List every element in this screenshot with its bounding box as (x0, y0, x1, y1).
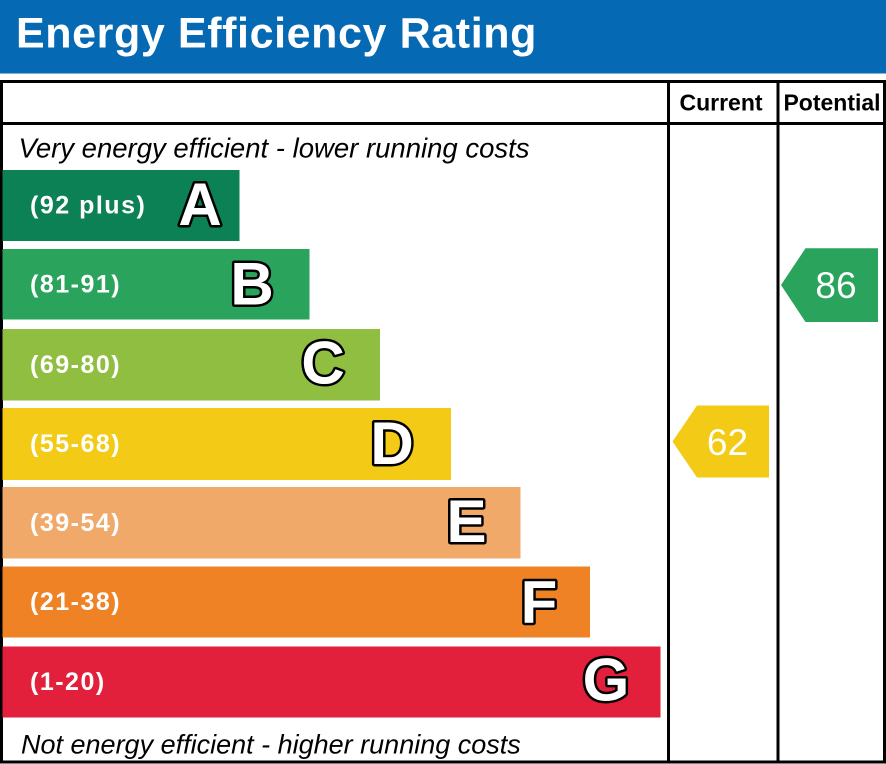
svg-text:62: 62 (707, 422, 748, 463)
svg-text:Potential: Potential (783, 90, 880, 116)
svg-text:D: D (370, 410, 413, 477)
svg-text:F: F (521, 569, 558, 636)
svg-text:(92 plus): (92 plus) (30, 192, 146, 220)
svg-text:Not energy efficient - higher: Not energy efficient - higher running co… (21, 730, 521, 760)
svg-text:(81-91): (81-91) (30, 271, 121, 299)
svg-text:C: C (301, 330, 344, 397)
svg-text:E: E (446, 488, 486, 555)
svg-text:Very energy efficient - lower: Very energy efficient - lower running co… (19, 133, 530, 164)
svg-text:(21-38): (21-38) (30, 588, 121, 616)
svg-text:A: A (178, 171, 221, 238)
svg-text:G: G (583, 647, 630, 714)
svg-text:(1-20): (1-20) (30, 668, 106, 696)
svg-text:Energy Efficiency Rating: Energy Efficiency Rating (16, 10, 537, 58)
svg-text:86: 86 (815, 265, 856, 306)
svg-text:(39-54): (39-54) (30, 509, 121, 537)
svg-text:(55-68): (55-68) (30, 430, 121, 458)
svg-text:(69-80): (69-80) (30, 351, 121, 379)
svg-text:B: B (230, 251, 273, 318)
svg-text:Current: Current (679, 90, 762, 116)
